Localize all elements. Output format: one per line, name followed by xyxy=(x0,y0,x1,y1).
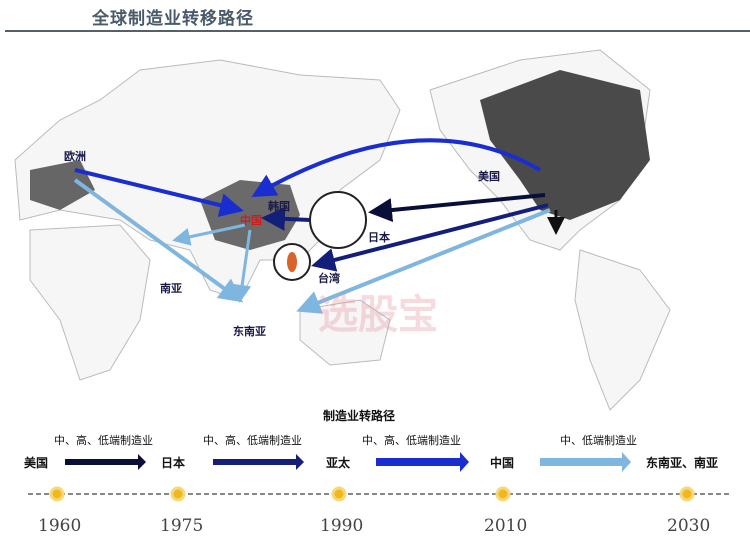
year-marker xyxy=(170,486,186,502)
label-south-asia: 南亚 xyxy=(160,282,182,295)
timeline-title: 制造业转路径 xyxy=(323,409,396,423)
year-marker xyxy=(49,486,65,502)
arrow-usa-to-southeast-asia xyxy=(296,208,551,314)
year-marker xyxy=(331,486,347,502)
stage-arrow xyxy=(65,454,146,470)
stage-label: 中、高、低端制造业 xyxy=(362,434,461,447)
year-marker xyxy=(495,486,511,502)
arrow-europe-to-southeast-asia xyxy=(73,178,244,303)
arrow-china-to-south-asia xyxy=(172,223,246,246)
stage-arrow xyxy=(540,452,631,472)
stage-origin: 美国 xyxy=(24,456,49,470)
arrow-usa-to-china xyxy=(251,138,542,197)
stage-arrow xyxy=(213,454,304,470)
stage-end: 东南亚、南亚 xyxy=(646,456,719,470)
south-america-landmass xyxy=(574,249,671,411)
stage-arrow xyxy=(376,452,469,472)
arrow-china-to-southeast-asia xyxy=(233,229,252,303)
label-taiwan: 台湾 xyxy=(318,272,340,285)
year-label: 1990 xyxy=(320,516,364,536)
watermark: 选股宝 xyxy=(318,292,438,338)
stage-label: 中、低端制造业 xyxy=(560,434,637,447)
label-southeast-asia: 东南亚 xyxy=(233,325,266,338)
usa-region xyxy=(480,70,650,220)
label-europe: 欧洲 xyxy=(64,150,86,163)
year-label: 1960 xyxy=(38,516,82,536)
taiwan-shape xyxy=(287,252,297,272)
year-marker xyxy=(679,486,695,502)
stage-label: 中、高、低端制造业 xyxy=(203,434,302,447)
africa-landmass xyxy=(29,224,151,381)
stage-origin: 日本 xyxy=(161,456,186,470)
stage-origin: 亚太 xyxy=(326,456,351,470)
year-label: 2010 xyxy=(484,516,528,536)
stage-label: 中、高、低端制造业 xyxy=(54,434,153,447)
arrow-usa-to-japan xyxy=(368,193,546,222)
arrow-europe-to-china xyxy=(74,168,244,217)
title-divider xyxy=(5,30,750,32)
stage-origin: 中国 xyxy=(490,456,515,470)
arrow-japan-to-china xyxy=(261,206,311,231)
label-korea: 韩国 xyxy=(268,200,290,213)
year-label: 1975 xyxy=(160,516,204,536)
australia-landmass xyxy=(299,299,391,366)
label-china: 中国 xyxy=(240,214,262,227)
page-title: 全球制造业转移路径 xyxy=(92,9,254,29)
arrow-usa-to-taiwan xyxy=(311,203,549,272)
label-japan: 日本 xyxy=(368,231,390,244)
label-usa: 美国 xyxy=(478,170,500,183)
year-label: 2030 xyxy=(667,516,711,536)
